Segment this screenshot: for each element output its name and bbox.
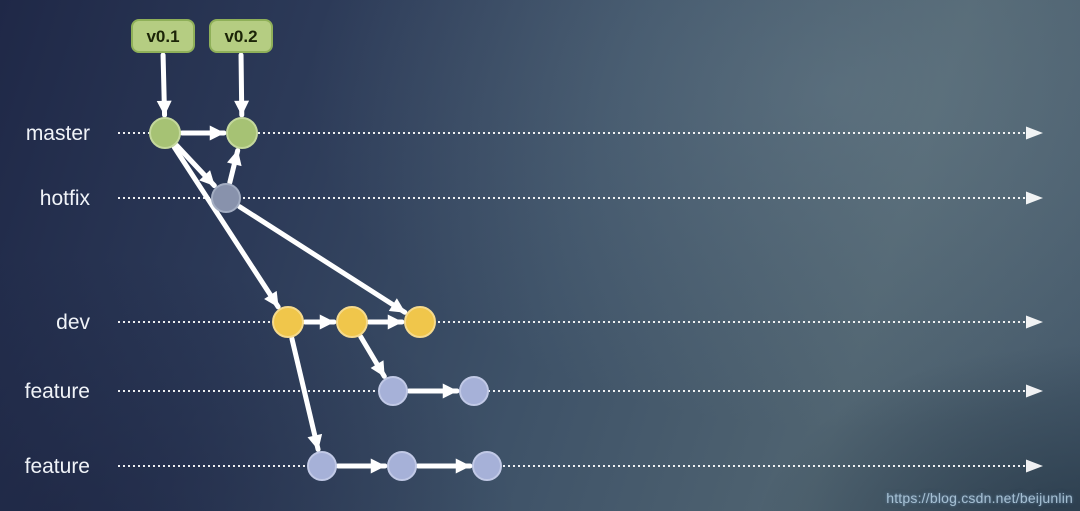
tag-v0.2-box	[209, 19, 273, 53]
edge-arrow-h1-to-m2	[227, 147, 242, 185]
commit-node-d3	[404, 306, 436, 338]
edge-arrow-tag-v0.1-to-m1	[156, 52, 172, 118]
watermark-url: https://blog.csdn.net/beijunlin	[886, 490, 1073, 506]
commit-node-m1	[149, 117, 181, 149]
tag-v0.2-label: v0.2	[224, 27, 257, 46]
commit-node-d2	[336, 306, 368, 338]
commit-node-f2b	[387, 451, 417, 481]
branch-label-feature-4: feature	[25, 455, 90, 478]
commit-node-f2a	[307, 451, 337, 481]
tag-v0.1: v0.1	[131, 19, 195, 53]
edge-arrow-m1-to-d1	[171, 144, 281, 310]
commit-node-f2c	[472, 451, 502, 481]
commit-node-f1a	[378, 376, 408, 406]
branch-label-feature-3: feature	[25, 380, 90, 403]
edge-arrow-m1-to-h1	[174, 142, 217, 189]
branch-label-hotfix-1: hotfix	[40, 187, 91, 210]
commit-node-f1b	[459, 376, 489, 406]
edge-arrow-h1-to-d3	[236, 204, 408, 315]
branch-label-master-0: master	[26, 122, 90, 145]
branch-label-dev-2: dev	[56, 311, 90, 334]
commit-node-d1	[272, 306, 304, 338]
edge-arrow-d2-to-f1a	[358, 334, 387, 379]
tag-v0.1-label: v0.1	[146, 27, 179, 46]
commit-node-m2	[226, 117, 258, 149]
tag-v0.2: v0.2	[209, 19, 273, 53]
edge-arrow-d1-to-f2a	[289, 336, 323, 452]
tag-v0.1-box	[131, 19, 195, 53]
commit-node-h1	[211, 183, 241, 213]
edge-arrow-tag-v0.2-to-m2	[234, 52, 250, 118]
